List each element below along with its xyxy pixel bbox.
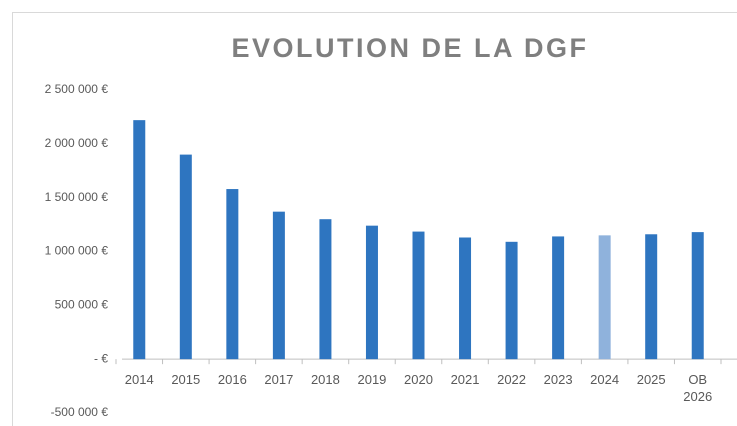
bar bbox=[412, 231, 425, 360]
x-tick-label: 2019 bbox=[357, 372, 387, 388]
x-tick-label: 2020 bbox=[404, 372, 433, 388]
chart-frame bbox=[12, 12, 737, 426]
x-tick-label: 2014 bbox=[124, 372, 154, 388]
y-tick-label: 1 000 000 € bbox=[45, 244, 109, 258]
x-tick-label: 2022 bbox=[497, 372, 527, 388]
x-tick-label: 2025 bbox=[636, 372, 666, 388]
bar bbox=[552, 236, 565, 360]
bar bbox=[179, 154, 192, 360]
bar bbox=[598, 235, 611, 360]
bar bbox=[226, 189, 239, 360]
x-tick-label: 2016 bbox=[217, 372, 247, 388]
y-tick-label: 500 000 € bbox=[55, 298, 109, 312]
x-tick-label: OB 2026 bbox=[683, 372, 713, 405]
bar bbox=[459, 237, 472, 360]
y-tick-label: 2 500 000 € bbox=[45, 82, 109, 96]
bar bbox=[505, 241, 518, 360]
x-tick-label: 2017 bbox=[264, 372, 294, 388]
y-tick-label: -500 000 € bbox=[51, 405, 109, 419]
y-tick-label: - € bbox=[94, 351, 108, 365]
x-tick-label: 2023 bbox=[543, 372, 573, 388]
bar bbox=[319, 219, 332, 360]
bar bbox=[645, 234, 658, 360]
bar bbox=[133, 120, 146, 360]
x-tick-label: 2015 bbox=[171, 372, 201, 388]
x-tick-label: 2021 bbox=[450, 372, 480, 388]
y-tick-label: 2 000 000 € bbox=[45, 136, 109, 150]
x-tick-label: 2024 bbox=[590, 372, 620, 388]
bar bbox=[365, 225, 378, 360]
chart-title: EVOLUTION DE LA DGF bbox=[232, 33, 589, 63]
x-tick-label: 2018 bbox=[310, 372, 340, 388]
bar bbox=[691, 232, 704, 360]
y-tick-label: 1 500 000 € bbox=[45, 190, 109, 204]
bar bbox=[272, 211, 285, 360]
